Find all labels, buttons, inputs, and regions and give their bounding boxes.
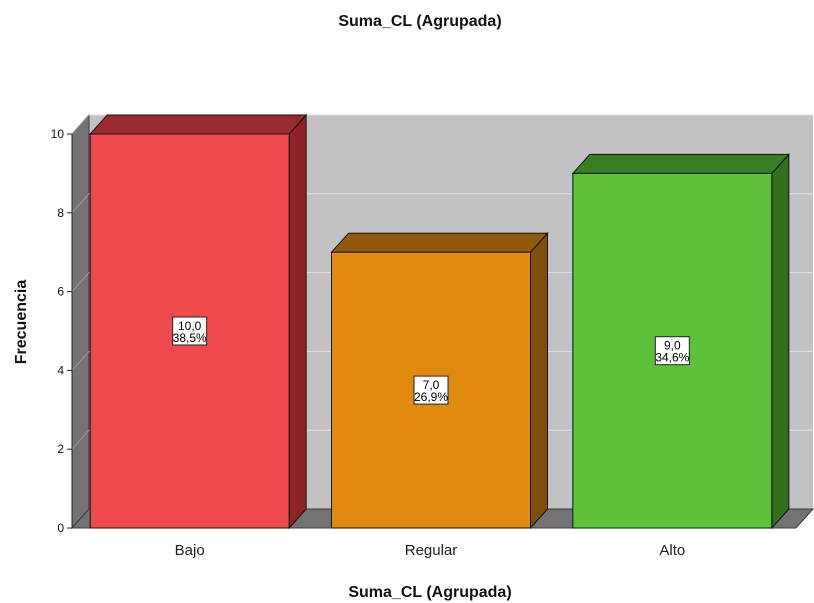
data-label-value: 10,0 xyxy=(178,319,202,333)
y-tick-label: 4 xyxy=(57,363,64,377)
data-label-box xyxy=(654,336,690,366)
gridline-side xyxy=(71,114,90,135)
data-label-percent: 38,5% xyxy=(173,331,207,345)
data-label-value: 9,0 xyxy=(664,339,681,353)
x-tick-label: Alto xyxy=(659,542,685,559)
bar-top xyxy=(571,153,790,174)
left-wall xyxy=(71,113,90,530)
bar-side xyxy=(288,113,307,530)
y-tick-label: 8 xyxy=(57,206,64,220)
bars: 10,038,5%7,026,9%9,034,6% xyxy=(89,113,790,530)
x-axis-title: Suma_CL (Agrupada) xyxy=(348,584,511,601)
bar-alto: 9,034,6% xyxy=(571,153,790,530)
y-tick-label: 6 xyxy=(57,285,64,299)
y-tick-label: 10 xyxy=(51,127,65,141)
bar-side xyxy=(771,153,790,530)
gridline-side xyxy=(71,429,90,450)
data-label-box xyxy=(413,375,449,405)
bar-top xyxy=(89,114,308,135)
data-label-percent: 26,9% xyxy=(414,390,448,404)
x-tick-label: Bajo xyxy=(175,542,205,559)
gridline-side xyxy=(71,272,90,292)
data-label-box xyxy=(172,316,208,346)
x-tick-label: Regular xyxy=(405,542,458,559)
bar-side xyxy=(530,231,548,530)
y-tick-label: 2 xyxy=(57,442,64,456)
bar-top xyxy=(330,232,549,253)
data-label-value: 7,0 xyxy=(423,378,440,392)
gridline-side xyxy=(71,193,90,214)
gridline-side xyxy=(71,351,90,371)
y-tick-label: 0 xyxy=(57,521,64,535)
y-axis-title: Frecuencia xyxy=(13,280,30,365)
x-axis: Bajo Regular Alto xyxy=(175,542,686,559)
bar-bajo: 10,038,5% xyxy=(89,113,308,530)
chart-title: Suma_CL (Agrupada) xyxy=(338,13,501,30)
y-axis: 0 2 4 6 8 10 xyxy=(51,127,73,535)
bar-regular: 7,026,9% xyxy=(330,231,549,530)
data-label-percent: 34,6% xyxy=(655,351,689,365)
